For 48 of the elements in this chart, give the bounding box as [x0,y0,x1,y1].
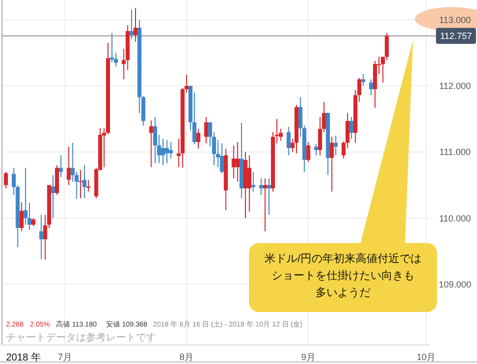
candlestick [82,164,86,199]
candlestick [78,169,83,199]
candlestick [110,32,114,63]
y-tick-label: 112.000 [439,81,471,92]
x-tick-label: 9月 [301,352,316,362]
candlestick [51,174,56,219]
candlestick [4,171,8,189]
ref-line-label: 112.757 [440,31,472,42]
candlestick [204,116,208,144]
y-tick-label: 113.000 [439,14,471,25]
y-tick-label: 110.000 [439,213,471,224]
candlestick [306,142,310,162]
annotation: 多いようだ [316,286,370,299]
candlestick [130,9,134,40]
annotation: チャートデータは参考レートです [6,332,156,344]
x-tick-label: 8月 [180,352,194,362]
annotation: 米ドル/円の年初来高値付近では [264,252,422,265]
candlestick [236,142,240,182]
candlestick [168,142,173,160]
candlestick [134,7,138,42]
candlestick [232,144,236,179]
candlestick [196,128,200,150]
candlestick [330,136,334,192]
x-tick-label: 7月 [58,352,72,362]
candlestick [267,178,272,216]
x-axis-title: 2018 年 [6,352,42,364]
candlestick [164,140,169,164]
candlestick [369,78,374,96]
candlestick [286,126,291,156]
candlestick [361,74,366,86]
candlestick [263,178,268,232]
candlestick [160,138,165,166]
candlestick [259,178,264,196]
y-tick-label: 111.000 [439,147,471,158]
annotation: ショートを仕掛けたい向きも [272,268,414,282]
candlestick [20,202,24,232]
candlestick [149,120,154,168]
y-tick-label: 109.000 [438,279,472,290]
candlestick [384,32,389,61]
candlestick [220,142,224,174]
candlestick [251,171,256,192]
x-tick-label: 10月 [416,352,436,362]
candlestick [247,154,252,212]
candlestick [314,144,318,156]
candlestick [66,146,71,186]
candlestick [58,154,63,178]
candlestick [349,116,354,140]
candlestick [153,116,158,164]
